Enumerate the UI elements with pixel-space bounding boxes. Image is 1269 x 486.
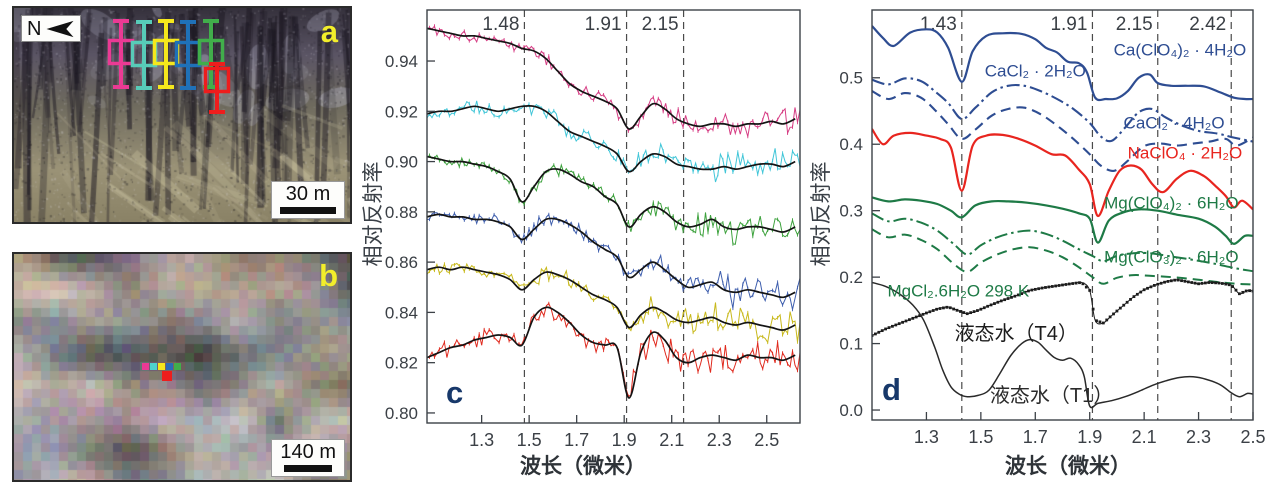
- panel-b-crism-image: b 140 m: [12, 252, 352, 482]
- panel-d-x-axis-label: 波长（微米）: [1005, 455, 1131, 478]
- curve-label-naclo4-2h2o: NaClO₄ · 2H₂O: [1127, 143, 1243, 163]
- panel-letter-a: a: [320, 14, 338, 49]
- svg-text:0.92: 0.92: [385, 102, 418, 121]
- svg-text:1.5: 1.5: [968, 427, 993, 447]
- curve-label-cacl2-4h2o: CaCl₂ · 4H₂O: [1123, 113, 1225, 133]
- svg-text:1.5: 1.5: [517, 430, 542, 450]
- scalebar-b-label: 140 m: [280, 441, 336, 463]
- scalebar-a-label: 30 m: [285, 183, 331, 205]
- svg-text:0.80: 0.80: [385, 404, 418, 423]
- svg-text:2.42: 2.42: [1189, 14, 1226, 35]
- curve-label-mg-clo3-6h2o: Mg(ClO₃)₂ · 6H₂O: [1104, 247, 1239, 267]
- curve-label-cacl2-2h2o: CaCl₂ · 2H₂O: [984, 61, 1086, 81]
- north-arrow-icon: [46, 20, 74, 37]
- svg-text:2.5: 2.5: [1240, 427, 1265, 447]
- svg-text:0.88: 0.88: [385, 203, 418, 222]
- scalebar-b: 140 m: [271, 439, 345, 477]
- scalebar-a-rule: [280, 207, 336, 214]
- panel-c-y-axis-label: 相对反射率: [362, 161, 385, 267]
- svg-text:0.94: 0.94: [385, 52, 418, 71]
- svg-text:2.3: 2.3: [707, 430, 732, 450]
- panel-letter-b: b: [319, 258, 338, 293]
- svg-text:1.9: 1.9: [1077, 427, 1102, 447]
- svg-text:1.7: 1.7: [1023, 427, 1048, 447]
- svg-text:2.15: 2.15: [642, 14, 679, 35]
- curve-label-liquid-water-t4: 液态水（T4）: [954, 323, 1078, 346]
- svg-text:0.2: 0.2: [839, 268, 863, 287]
- curve-label-mgcl2-6h2o: MgCl₂.6H₂O 298 K: [887, 281, 1030, 301]
- scalebar-a: 30 m: [271, 181, 345, 219]
- curve-label-mg-clo4-6h2o: Mg(ClO₄)₂ · 6H₂O: [1104, 193, 1239, 213]
- north-label: N: [27, 17, 42, 40]
- curve-label-ca-clo4-4h2o: Ca(ClO₄)₂ · 4H₂O: [1113, 40, 1247, 60]
- svg-text:2.1: 2.1: [659, 430, 684, 450]
- svg-text:0.84: 0.84: [385, 303, 418, 322]
- panel-letter-c: c: [446, 375, 464, 410]
- panel-c-x-axis-label: 波长（微米）: [520, 455, 646, 478]
- panel-letter-d: d: [882, 372, 901, 407]
- svg-text:1.9: 1.9: [612, 430, 637, 450]
- svg-text:0.82: 0.82: [385, 354, 418, 373]
- svg-text:2.15: 2.15: [1116, 14, 1153, 35]
- svg-text:1.7: 1.7: [564, 430, 589, 450]
- scalebar-b-rule: [284, 465, 333, 472]
- svg-text:2.3: 2.3: [1186, 427, 1211, 447]
- panel-d-y-axis-label: 相对反射率: [810, 161, 833, 267]
- svg-text:0.86: 0.86: [385, 253, 418, 272]
- svg-text:1.91: 1.91: [585, 14, 622, 35]
- svg-text:1.3: 1.3: [914, 427, 939, 447]
- svg-text:0.4: 0.4: [839, 135, 863, 154]
- svg-text:1.43: 1.43: [920, 14, 957, 35]
- curve-label-liquid-water-t1: 液态水（T1）: [989, 385, 1114, 408]
- svg-text:1.91: 1.91: [1050, 14, 1087, 35]
- svg-text:0.0: 0.0: [839, 401, 863, 420]
- svg-text:0.90: 0.90: [385, 153, 418, 172]
- svg-text:0.5: 0.5: [839, 69, 863, 88]
- svg-text:1.3: 1.3: [469, 430, 494, 450]
- svg-text:1.48: 1.48: [482, 14, 519, 35]
- svg-text:2.5: 2.5: [754, 430, 779, 450]
- north-indicator: N: [21, 15, 81, 42]
- svg-text:2.1: 2.1: [1132, 427, 1157, 447]
- svg-text:0.1: 0.1: [839, 335, 863, 354]
- svg-text:0.3: 0.3: [839, 202, 863, 221]
